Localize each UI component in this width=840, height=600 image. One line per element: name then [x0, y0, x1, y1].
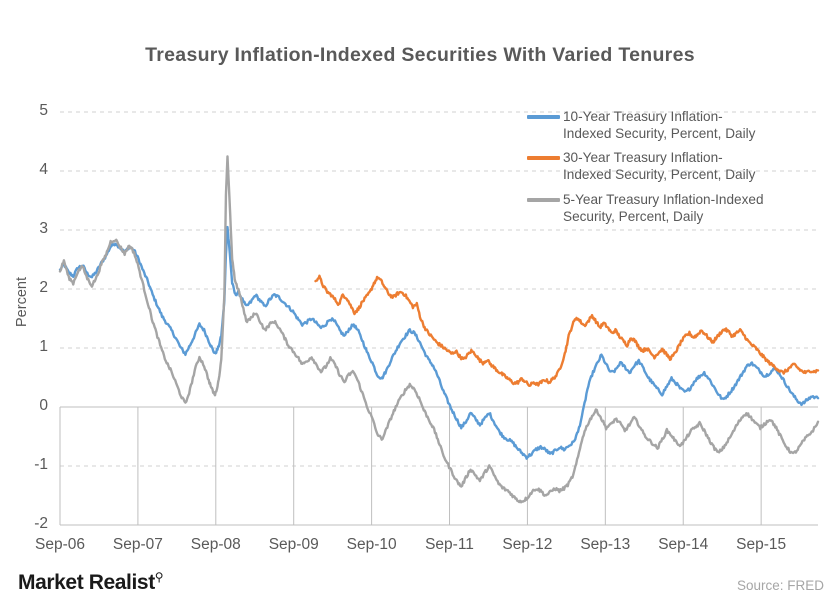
y-tick-label: 5	[39, 102, 48, 119]
source-attribution: Source: FRED	[736, 578, 824, 593]
legend-label-5-year-line2: Security, Percent, Daily	[563, 208, 704, 224]
y-tick-label: 4	[39, 161, 48, 178]
brand-text: Market Realist	[18, 571, 155, 594]
chart-legend[interactable]: 10-Year Treasury Inflation- Indexed Secu…	[527, 108, 827, 232]
legend-label-10-year-line1: 10-Year Treasury Inflation-	[563, 109, 723, 124]
y-tick-label: 2	[39, 279, 48, 296]
market-realist-logo: Market Realist⚲	[18, 570, 164, 595]
x-tick-label: Sep-07	[112, 536, 163, 553]
y-tick-label: -1	[34, 456, 48, 473]
legend-swatch-10-year	[527, 115, 560, 119]
series-line-0	[58, 225, 820, 460]
series-lines	[58, 155, 820, 504]
legend-item-30-year[interactable]: 30-Year Treasury Inflation- Indexed Secu…	[527, 149, 827, 183]
x-tick-label: Sep-11	[425, 536, 474, 553]
magnifier-icon: ⚲	[154, 570, 164, 584]
legend-label-30-year-line1: 30-Year Treasury Inflation-	[563, 150, 723, 166]
x-tick-label: Sep-09	[268, 536, 319, 553]
legend-label-5-year-line1: 5-Year Treasury Inflation-Indexed	[563, 191, 764, 207]
legend-label-10-year: 10-Year Treasury Inflation- Indexed Secu…	[563, 108, 755, 142]
x-tick-label: Sep-06	[35, 536, 85, 553]
legend-label-5-year: 5-Year Treasury Inflation-Indexed Securi…	[563, 191, 764, 225]
legend-swatch-30-year	[527, 156, 560, 161]
y-tick-label: 3	[39, 220, 48, 237]
series-line-2	[58, 155, 820, 504]
page-title: Treasury Inflation-Indexed Securities Wi…	[145, 44, 695, 66]
y-tick-label: 1	[39, 338, 48, 355]
legend-label-10-year-line2: Indexed Security, Percent, Daily	[563, 126, 756, 142]
x-tick-label: Sep-13	[580, 536, 631, 553]
y-axis-label: Percent	[14, 277, 30, 327]
legend-item-5-year[interactable]: 5-Year Treasury Inflation-Indexed Securi…	[527, 191, 827, 225]
legend-swatch-5-year	[527, 197, 560, 202]
legend-item-10-year[interactable]: 10-Year Treasury Inflation- Indexed Secu…	[527, 108, 827, 142]
x-tick-label: Sep-10	[346, 536, 397, 553]
axis-tickmarks	[59, 407, 818, 526]
x-tick-label: Sep-14	[658, 536, 709, 553]
y-tick-label: 0	[39, 397, 48, 414]
legend-label-30-year: 30-Year Treasury Inflation- Indexed Secu…	[563, 149, 755, 183]
x-tick-label: Sep-15	[736, 536, 787, 553]
legend-label-30-year-line2: Indexed Security, Percent, Daily	[563, 167, 756, 183]
y-tick-label: -2	[34, 515, 48, 532]
x-tick-label: Sep-12	[502, 536, 553, 553]
x-tick-label: Sep-08	[190, 536, 241, 553]
series-line-1	[314, 274, 820, 388]
